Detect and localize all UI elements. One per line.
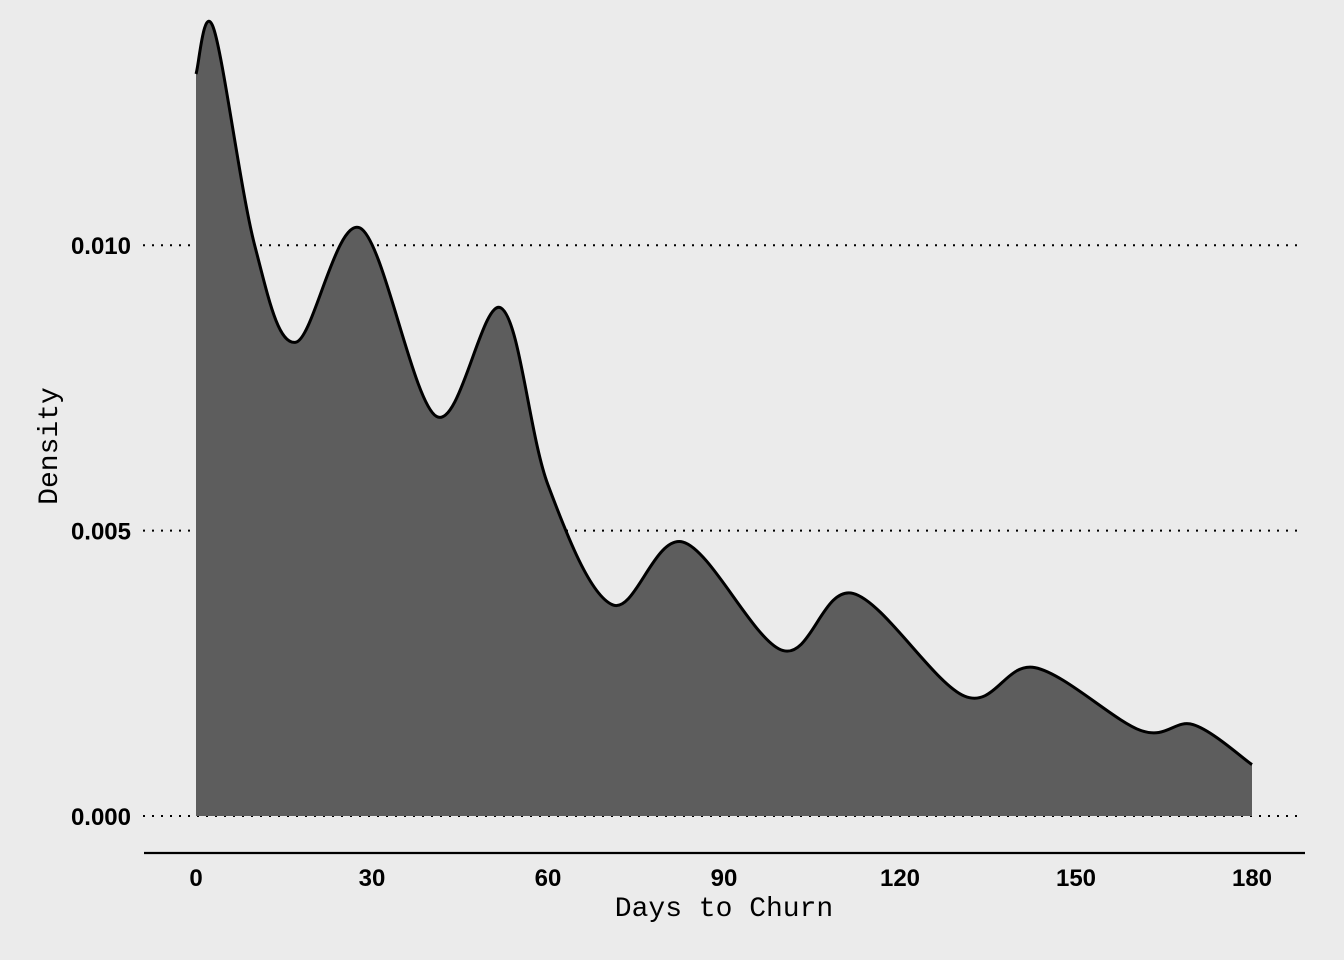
x-axis-ticks: 0 30 60 90 120 150 180 bbox=[189, 865, 1272, 892]
x-tick-label: 120 bbox=[880, 865, 920, 892]
y-tick-label: 0.005 bbox=[71, 519, 131, 546]
x-tick-label: 60 bbox=[535, 865, 562, 892]
x-axis-title: Days to Churn bbox=[615, 894, 833, 925]
x-tick-label: 90 bbox=[711, 865, 738, 892]
y-axis-title: Density bbox=[35, 387, 66, 505]
density-curve bbox=[194, 19, 1253, 766]
x-tick-label: 150 bbox=[1056, 865, 1096, 892]
x-tick-label: 30 bbox=[359, 865, 386, 892]
x-tick-label: 0 bbox=[189, 865, 202, 892]
y-tick-label: 0.010 bbox=[71, 233, 131, 260]
y-axis-ticks: 0.000 0.005 0.010 bbox=[71, 233, 131, 831]
x-tick-label: 180 bbox=[1232, 865, 1272, 892]
density-area bbox=[196, 21, 1252, 817]
y-tick-label: 0.000 bbox=[71, 804, 131, 831]
